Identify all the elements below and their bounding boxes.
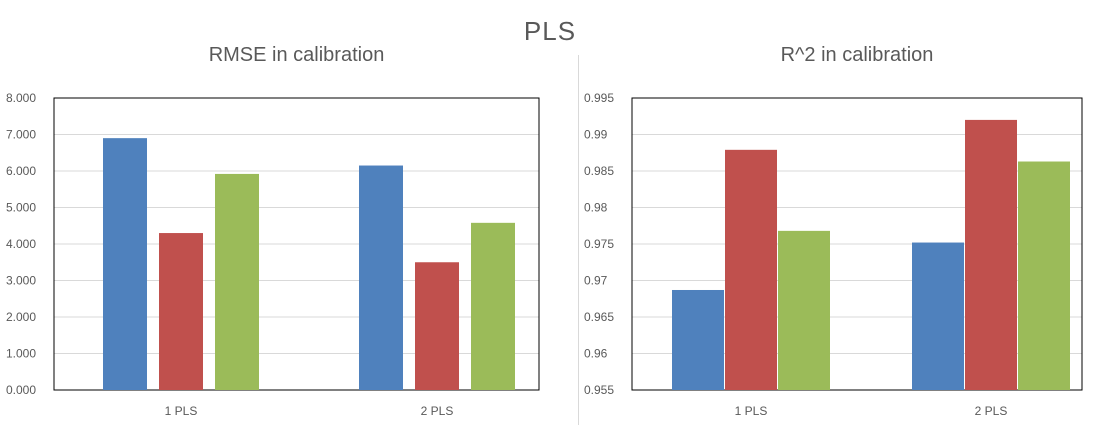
rmse-xtick-label: 2 PLS — [421, 404, 454, 418]
page-title: PLS — [523, 16, 577, 46]
rmse-ytick-label: 5.000 — [6, 201, 36, 215]
r2-bar — [965, 119, 1017, 391]
chart-divider — [578, 55, 579, 425]
rmse-bar — [159, 233, 203, 390]
rmse-bar — [103, 138, 147, 390]
r2-bar — [912, 242, 964, 390]
rmse-ytick-label: 3.000 — [6, 274, 36, 288]
rmse-ytick-label: 0.000 — [6, 383, 36, 397]
rmse-ytick-label: 4.000 — [6, 237, 36, 251]
r2-xtick-label: 2 PLS — [975, 404, 1008, 418]
r2-ytick-label: 0.96 — [584, 347, 608, 361]
chart-title-rmse: RMSE in calibration — [208, 44, 385, 66]
rmse-bar — [359, 165, 403, 390]
r2-ytick-label: 0.965 — [584, 310, 614, 324]
rmse-ytick-label: 7.000 — [6, 128, 36, 142]
r2-bar — [725, 149, 777, 390]
rmse-bar — [215, 173, 259, 390]
rmse-plot-frame — [53, 97, 540, 391]
r2-ytick-label: 0.985 — [584, 164, 614, 178]
r2-ytick-label: 0.955 — [584, 383, 614, 397]
r2-plot-frame — [631, 97, 1083, 391]
chart-title-r2: R^2 in calibration — [780, 44, 934, 66]
rmse-ytick-label: 2.000 — [6, 310, 36, 324]
r2-ytick-label: 0.99 — [584, 128, 608, 142]
r2-ytick-label: 0.975 — [584, 237, 614, 251]
rmse-xtick-label: 1 PLS — [165, 404, 198, 418]
r2-bar — [1018, 161, 1070, 390]
rmse-ytick-label: 1.000 — [6, 347, 36, 361]
rmse-bar — [471, 222, 515, 390]
r2-bar — [778, 230, 830, 390]
r2-ytick-label: 0.995 — [584, 91, 614, 105]
r2-ytick-label: 0.97 — [584, 274, 608, 288]
rmse-bar — [415, 262, 459, 390]
r2-ytick-label: 0.98 — [584, 201, 608, 215]
rmse-ytick-label: 6.000 — [6, 164, 36, 178]
rmse-ytick-label: 8.000 — [6, 91, 36, 105]
r2-xtick-label: 1 PLS — [735, 404, 768, 418]
r2-bar — [672, 289, 724, 390]
